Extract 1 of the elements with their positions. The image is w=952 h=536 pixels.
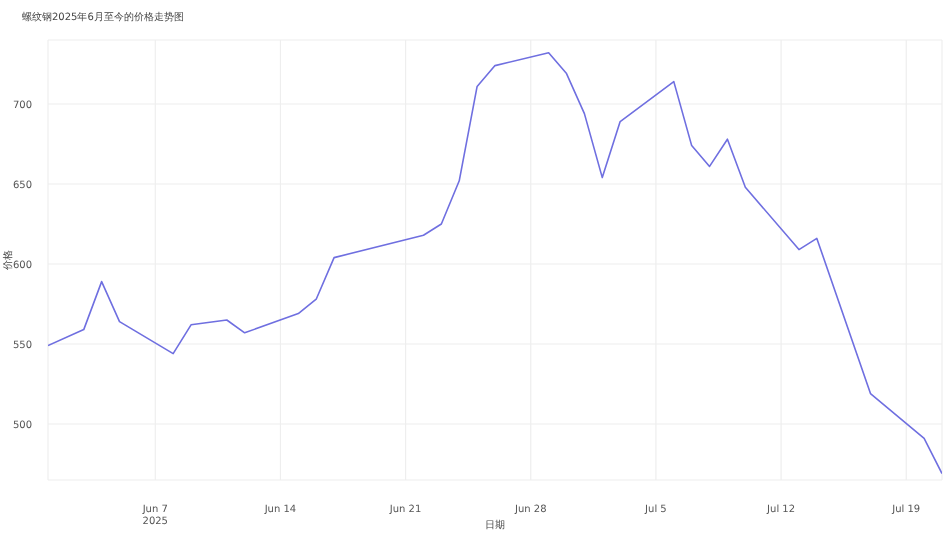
line-series [48, 52, 942, 475]
